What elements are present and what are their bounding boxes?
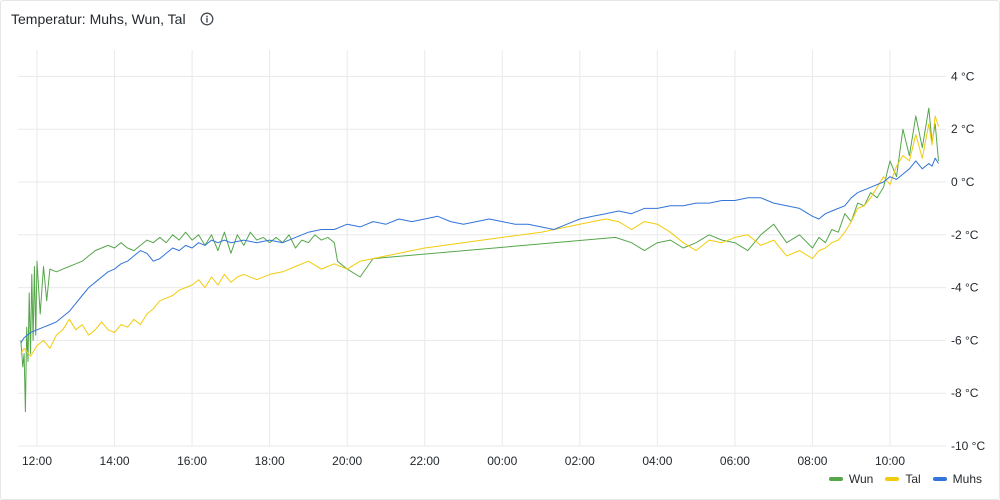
y-tick-label: -6 °C [951,333,979,347]
x-tick-label: 08:00 [797,454,827,468]
x-tick-label: 22:00 [410,454,440,468]
y-tick-label: -10 °C [951,439,985,453]
x-tick-label: 12:00 [22,454,52,468]
series-line-wun [20,107,939,413]
y-tick-label: -2 °C [951,228,979,242]
legend-swatch-wun [828,477,843,481]
info-circle-icon[interactable] [200,12,214,26]
x-tick-label: 18:00 [255,454,285,468]
legend-label-muhs: Muhs [952,472,982,486]
y-tick-label: 4 °C [951,69,975,83]
y-axis: 4 °C 2 °C 0 °C -2 °C -4 °C -6 °C -8 °C -10 °C [951,69,985,453]
chart-series [20,107,939,413]
legend-item-tal[interactable]: Tal [885,472,921,486]
panel-title: Temperatur: Muhs, Wun, Tal [11,11,186,27]
y-tick-label: 2 °C [951,122,975,136]
y-tick-label: -8 °C [951,386,979,400]
x-tick-label: 10:00 [875,454,905,468]
x-tick-label: 06:00 [720,454,750,468]
series-line-tal [20,115,939,357]
x-tick-label: 02:00 [565,454,595,468]
panel-header: Temperatur: Muhs, Wun, Tal [11,8,214,30]
x-tick-label: 16:00 [177,454,207,468]
legend-swatch-muhs [932,477,947,481]
x-tick-label: 00:00 [487,454,517,468]
legend-label-wun: Wun [848,472,874,486]
x-tick-label: 20:00 [332,454,362,468]
x-tick-label: 14:00 [100,454,130,468]
y-tick-label: 0 °C [951,175,975,189]
legend-label-tal: Tal [905,472,921,486]
series-line-muhs [20,157,939,344]
legend-item-muhs[interactable]: Muhs [932,472,982,486]
chart-grid [18,50,946,447]
x-tick-label: 04:00 [642,454,672,468]
chart-legend: Wun Tal Muhs [828,472,982,486]
x-axis: 12:00 14:00 16:00 18:00 20:00 22:00 00:00 02:00… [22,454,905,468]
legend-swatch-tal [885,477,900,481]
legend-item-wun[interactable]: Wun [828,472,874,486]
y-tick-label: -4 °C [951,281,979,295]
